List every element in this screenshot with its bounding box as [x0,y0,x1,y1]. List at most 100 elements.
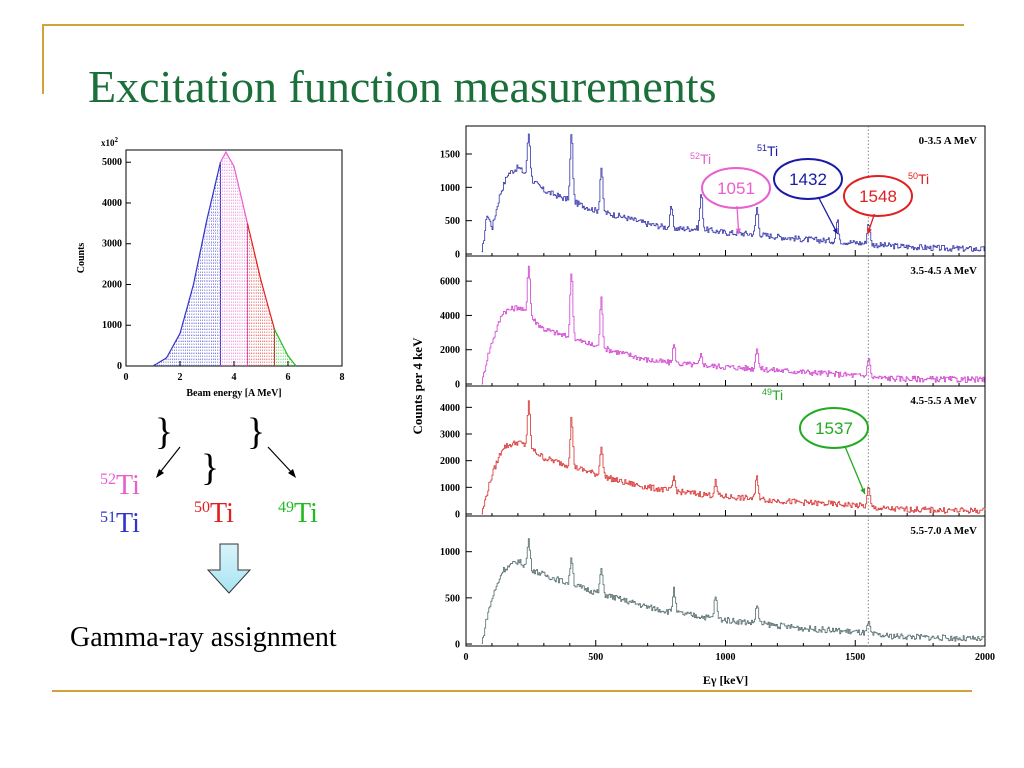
down-arrow-icon [206,543,252,594]
spectrum-ytick-label: 1000 [440,183,460,194]
isotope-49-mass: 49 [278,499,294,516]
brace-right: } [247,411,265,453]
hist-region-3 [273,329,297,367]
isotope-49-element: Ti [294,498,318,529]
gamma-annotation-1537: 1537 49Ti [762,387,869,495]
annotation-ellipse [843,175,913,217]
annotation-isotope-element: Ti [700,151,711,167]
spectrum-ytick-label: 3000 [440,430,460,441]
hist-ytick-label: 4000 [102,198,122,209]
gamma-annotation-1548: 1548 50Ti [843,171,929,235]
spectrum-xtick-label: 1500 [845,652,865,663]
isotope-label-50ti: 50Ti [194,498,234,529]
spectrum-trace [481,400,986,515]
brace-middle: } [201,447,219,489]
spectrum-ytick-label: 0 [455,510,460,521]
arrow-to-49 [267,446,295,476]
annotation-ellipse [773,158,843,200]
spectrum-panel-label: 0-3.5 A MeV [919,135,977,147]
spectrum-panel-label: 3.5-4.5 A MeV [910,265,977,277]
annotation-ellipse [799,407,869,449]
annotation-isotope: 52Ti [690,151,711,167]
annotation-isotope-mass: 50 [908,171,918,181]
hist-outline [219,150,249,224]
isotope-assignment-diagram: } } } 52Ti 51Ti 50Ti 49Ti [100,411,318,594]
isotope-label-49ti: 49Ti [278,498,318,529]
spectrum-panel-label: 5.5-7.0 A MeV [910,525,977,537]
annotation-arrow-head [860,488,866,494]
spectrum-xtick-label: 2000 [975,652,995,663]
spectrum-xtick-label: 500 [588,652,603,663]
slide-title: Excitation function measurements [88,61,717,112]
spectrum-ytick-label: 1000 [440,483,460,494]
isotope-51-mass: 51 [100,509,116,526]
hist-ytick-label: 2000 [102,279,122,290]
hist-xlabel: Beam energy [A MeV] [186,388,281,399]
hist-region-0 [152,162,222,367]
annotation-arrow [844,445,866,495]
isotope-label-51ti: 51Ti [100,508,140,539]
annotation-ellipse [701,167,771,209]
hist-outline [273,329,297,367]
hist-xtick-label: 4 [232,372,237,383]
hist-xtick-label: 6 [286,372,291,383]
gamma-ray-assignment-label: Gamma-ray assignment [70,622,337,653]
spectrum-panel-1: 0 2000 4000 6000 3.5-4.5 A MeV [440,255,986,391]
hist-multiplier-exp: 2 [115,136,119,144]
spectrum-trace [481,133,985,253]
hist-multiplier: x102 [101,136,119,148]
annotation-isotope: 50Ti [908,171,929,187]
spectrum-xtick-label: 0 [464,652,469,663]
annotation-arrow-head [832,228,838,234]
spectrum-ytick-label: 0 [455,640,460,651]
spectrum-ytick-label: 4000 [440,403,460,414]
hist-xtick-label: 2 [178,372,183,383]
spectrum-panel-2: 0 1000 2000 3000 4000 4.5-5.5 A MeV 1537 49Ti [440,385,986,521]
hist-region-2 [246,223,276,366]
brace-left: } [155,411,173,453]
annotation-energy: 1432 [789,170,827,189]
isotope-52-element: Ti [116,470,140,501]
isotope-51-element: Ti [116,508,140,539]
isotope-label-52ti: 52Ti [100,470,140,501]
annotation-isotope-mass: 51 [757,143,767,153]
spectrum-panel-label: 4.5-5.5 A MeV [910,395,977,407]
spectrum-frame [465,515,986,647]
annotation-energy: 1548 [859,187,897,206]
hist-outline [246,223,276,330]
frame-accent-top [42,24,964,26]
annotation-arrow [817,196,839,235]
hist-ylabel: Counts [76,243,87,274]
spectrum-ylabel: Counts per 4 keV [410,337,425,435]
gamma-annotation-1432: 1432 51Ti [757,143,843,235]
spectrum-trace [481,538,986,644]
spectrum-panel-3: 0 500 1000 5.5-7.0 A MeV [440,515,986,651]
arrow-to-52-51 [157,446,181,476]
hist-outline [152,162,222,367]
hist-xtick-label: 0 [124,372,129,383]
spectrum-xtick-label: 1000 [716,652,736,663]
arrow-to-49-head [288,469,296,478]
annotation-isotope: 49Ti [762,387,783,403]
annotation-isotope-mass: 52 [690,151,700,161]
spectrum-ytick-label: 1000 [440,547,460,558]
gamma-annotation-1051: 1051 52Ti [690,151,771,235]
annotation-isotope-mass: 49 [762,387,772,397]
annotation-isotope-element: Ti [767,143,778,159]
hist-ytick-label: 1000 [102,320,122,331]
spectrum-ytick-label: 0 [455,380,460,391]
spectrum-ytick-label: 1500 [440,150,460,161]
arrow-to-52-51-head [156,469,164,478]
spectrum-xlabel: Eγ [keV] [703,673,748,687]
spectrum-ytick-label: 0 [455,250,460,261]
spectrum-ytick-label: 500 [445,216,460,227]
isotope-50-mass: 50 [194,499,210,516]
spectrum-ytick-label: 4000 [440,311,460,322]
hist-ytick-label: 5000 [102,157,122,168]
spectrum-ytick-label: 2000 [440,345,460,356]
hist-frame [125,149,343,367]
annotation-energy: 1051 [717,179,755,198]
isotope-50-element: Ti [210,498,234,529]
frame-accent-vertical [42,24,44,94]
